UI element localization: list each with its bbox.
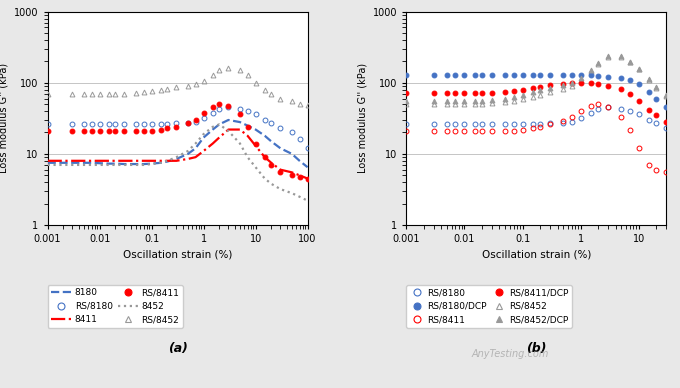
Text: AnyTesting.com: AnyTesting.com [471,349,549,359]
Legend: RS/8180, RS/8180/DCP, RS/8411, RS/8411/DCP, RS/8452, RS/8452/DCP: RS/8180, RS/8180/DCP, RS/8411, RS/8411/D… [407,285,572,328]
Y-axis label: Loss modulus G'' (kPa): Loss modulus G'' (kPa) [0,63,9,173]
Legend: 8180, RS/8180, 8411, RS/8411, 8452, RS/8452: 8180, RS/8180, 8411, RS/8411, 8452, RS/8… [48,285,183,328]
Y-axis label: Loss modulus G'' (kPa): Loss modulus G'' (kPa) [357,63,367,173]
X-axis label: Oscillation strain (%): Oscillation strain (%) [481,249,591,260]
X-axis label: Oscillation strain (%): Oscillation strain (%) [123,249,233,260]
Text: (a): (a) [168,343,188,355]
Text: (b): (b) [526,343,547,355]
